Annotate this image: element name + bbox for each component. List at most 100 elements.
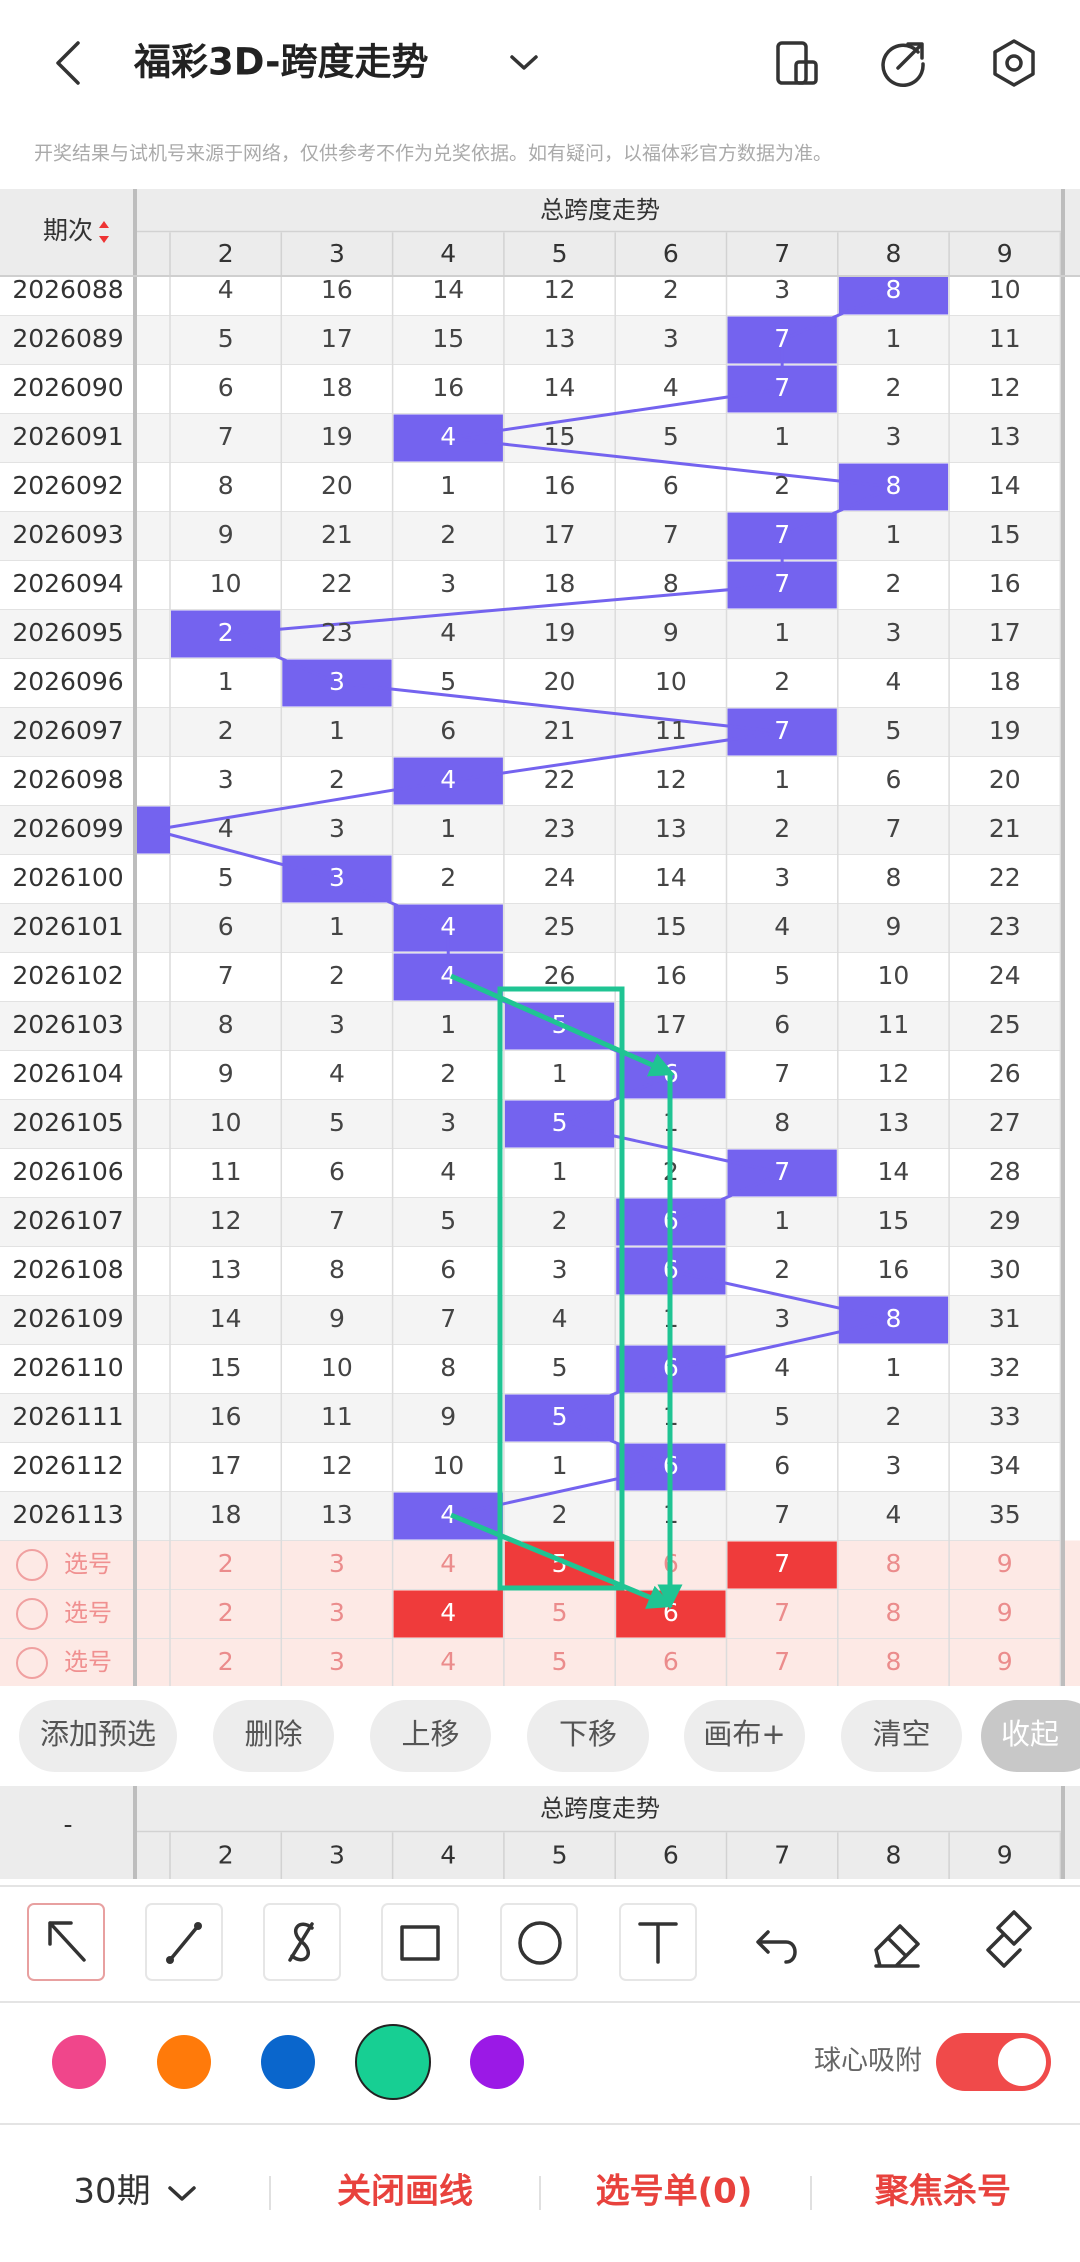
pick-value[interactable]: 8 [885, 1598, 901, 1627]
cell-value: 26 [544, 961, 576, 990]
tool-line[interactable] [166, 1922, 202, 1964]
page-title[interactable]: 福彩3D-跨度走势 [133, 41, 429, 84]
pick-value[interactable]: 6 [663, 1647, 679, 1676]
pick-value[interactable]: 5 [552, 1647, 568, 1676]
action-label[interactable]: 上移 [401, 1717, 459, 1751]
pick-list-button[interactable]: 选号单(0) [596, 2172, 753, 2212]
pick-value[interactable]: 9 [997, 1598, 1013, 1627]
pick-value[interactable]: 7 [774, 1647, 790, 1676]
period: 2026112 [12, 1451, 123, 1480]
pick-value[interactable]: 9 [997, 1549, 1013, 1578]
tool-circle[interactable] [518, 1921, 562, 1965]
header-bg [0, 189, 1080, 276]
tool-text[interactable] [638, 1922, 678, 1964]
pick-value[interactable]: 8 [885, 1549, 901, 1578]
pick-value[interactable]: 7 [774, 1598, 790, 1627]
action-label[interactable]: 添加预选 [40, 1717, 156, 1751]
action-button[interactable] [841, 1700, 962, 1772]
drawing-annotations [449, 973, 683, 1610]
row-bg [0, 903, 1062, 953]
action-button[interactable] [370, 1700, 491, 1772]
period-selector[interactable]: 30期 [73, 2172, 150, 2212]
row-bg [0, 315, 1062, 365]
cell-value: 8 [774, 1108, 790, 1137]
settings-icon[interactable] [993, 39, 1035, 87]
cell-value: 8 [218, 471, 234, 500]
selected-cell[interactable] [727, 1541, 837, 1589]
action-label[interactable]: 清空 [872, 1717, 930, 1751]
pick-value[interactable]: 7 [774, 1549, 790, 1578]
sort-icon[interactable] [99, 236, 109, 243]
tool-arrow[interactable] [48, 1921, 86, 1962]
pick-value[interactable]: 3 [329, 1647, 345, 1676]
cell-value: 12 [989, 373, 1021, 402]
color-swatch[interactable] [470, 2035, 524, 2089]
pick-value[interactable]: 4 [440, 1598, 456, 1627]
pick-value[interactable]: 4 [440, 1647, 456, 1676]
period: 2026104 [12, 1059, 123, 1088]
tool-eraser[interactable] [874, 1924, 920, 1968]
period: 2026110 [12, 1353, 123, 1382]
pick-radio[interactable] [16, 1598, 48, 1630]
pick-value[interactable]: 9 [997, 1647, 1013, 1676]
cell-value: 5 [774, 961, 790, 990]
share-icon[interactable] [881, 42, 925, 88]
color-swatch[interactable] [355, 2024, 431, 2100]
action-label[interactable]: 画布+ [703, 1717, 785, 1751]
pick-value[interactable]: 3 [329, 1598, 345, 1627]
tool-clear[interactable] [986, 1910, 1032, 1968]
cell-value: 28 [989, 1157, 1021, 1186]
cell-value: 17 [544, 520, 576, 549]
selected-cell[interactable] [504, 1541, 615, 1589]
action-label[interactable]: 收起 [1001, 1717, 1059, 1751]
cell-value: 18 [210, 1500, 242, 1529]
pick-value[interactable]: 3 [329, 1549, 345, 1578]
pick-value[interactable]: 2 [218, 1598, 234, 1627]
cell-value: 4 [440, 765, 456, 794]
tool-rect[interactable] [400, 1925, 440, 1961]
cell-value: 15 [878, 1206, 910, 1235]
pick-radio[interactable] [16, 1647, 48, 1679]
selected-cell[interactable] [393, 1590, 503, 1638]
cell-value: 5 [663, 422, 679, 451]
device-icon[interactable] [776, 41, 818, 85]
action-button[interactable] [527, 1700, 649, 1772]
pick-value[interactable]: 2 [218, 1549, 234, 1578]
color-swatch[interactable] [52, 2035, 106, 2089]
action-button[interactable] [19, 1700, 177, 1772]
pick-radio[interactable] [16, 1549, 48, 1581]
pick-value[interactable]: 2 [218, 1647, 234, 1676]
column-header: 7 [774, 1841, 790, 1870]
color-swatch[interactable] [261, 2035, 315, 2089]
color-swatch[interactable] [157, 2035, 211, 2089]
cell-value: 3 [329, 667, 345, 696]
tool-undo[interactable] [756, 1930, 797, 1964]
action-label[interactable]: 下移 [559, 1717, 617, 1751]
pick-value[interactable]: 4 [440, 1549, 456, 1578]
sort-icon[interactable] [99, 221, 109, 228]
column-header: 9 [997, 239, 1013, 268]
cell-value: 35 [989, 1500, 1021, 1529]
cell-value: 2 [329, 961, 345, 990]
tool-curve[interactable] [288, 1922, 314, 1962]
action-button[interactable] [981, 1700, 1080, 1772]
row-bg [0, 1148, 1062, 1198]
row-bg [0, 560, 1062, 610]
back-button[interactable] [56, 41, 80, 85]
pick-value[interactable]: 8 [885, 1647, 901, 1676]
action-button[interactable] [684, 1700, 805, 1772]
action-label[interactable]: 删除 [244, 1717, 302, 1751]
action-button[interactable] [213, 1700, 334, 1772]
close-lines-button[interactable]: 关闭画线 [337, 2172, 473, 2212]
period-header: 期次 [43, 216, 93, 245]
pick-value[interactable]: 5 [552, 1598, 568, 1627]
cell-value: 3 [885, 618, 901, 647]
cell-value: 1 [774, 1206, 790, 1235]
notice: 开奖结果与试机号来源于网络，仅供参考不作为兑奖依据。如有疑问，以福体彩官方数据为… [34, 143, 832, 165]
cell-value: 33 [989, 1402, 1021, 1431]
cell-value: 9 [663, 618, 679, 647]
focus-button[interactable]: 聚焦杀号 [874, 2172, 1011, 2212]
cell-value: 10 [989, 275, 1021, 304]
title-dropdown[interactable] [510, 55, 538, 70]
